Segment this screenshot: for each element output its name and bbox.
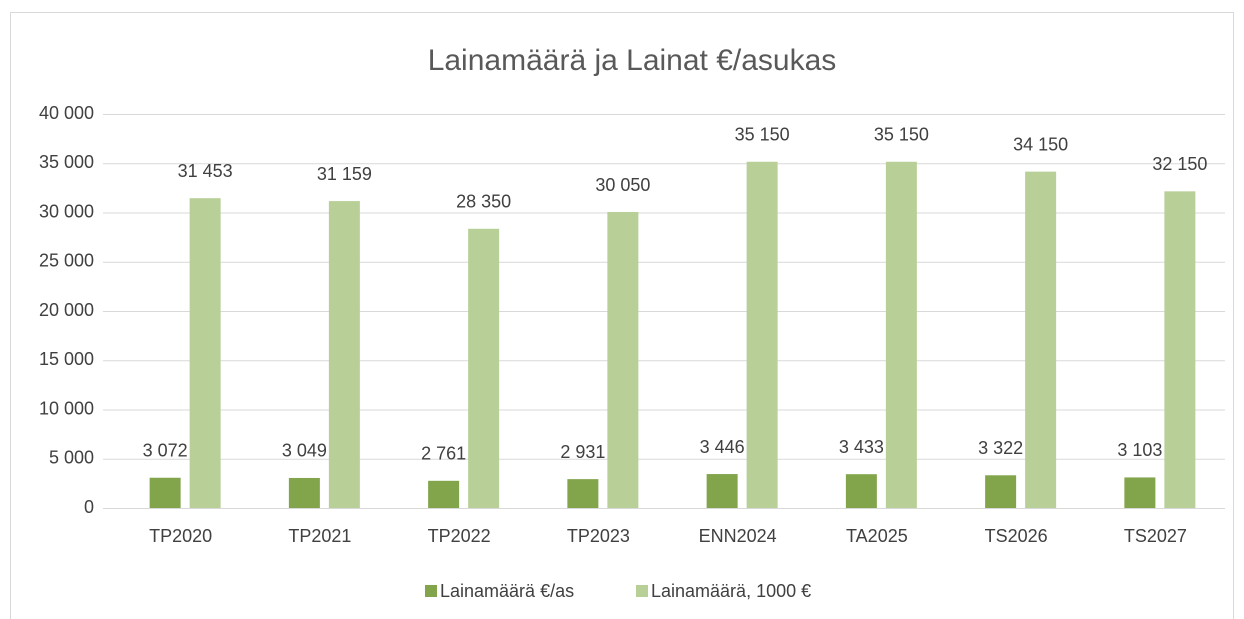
y-tick-label: 40 000 xyxy=(39,103,94,123)
bar xyxy=(746,161,778,508)
chart-title: Lainamäärä ja Lainat €/asukas xyxy=(428,44,837,77)
data-label: 3 072 xyxy=(143,440,188,460)
bar xyxy=(328,201,360,508)
x-tick-label: ENN2024 xyxy=(699,526,777,546)
bar xyxy=(189,198,221,509)
x-tick-label: TS2026 xyxy=(985,526,1048,546)
x-tick-label: TP2023 xyxy=(567,526,630,546)
legend-label: Lainamäärä €/as xyxy=(440,581,574,601)
data-label: 31 159 xyxy=(317,164,372,184)
bar xyxy=(985,475,1017,508)
y-tick-label: 30 000 xyxy=(39,201,94,221)
bar xyxy=(1124,477,1156,508)
data-label: 2 931 xyxy=(560,442,605,462)
bar xyxy=(567,479,599,508)
legend-label: Lainamäärä, 1000 € xyxy=(651,581,811,601)
y-tick-label: 5 000 xyxy=(49,448,94,468)
bar xyxy=(288,477,320,508)
y-tick-label: 10 000 xyxy=(39,398,94,418)
bar xyxy=(428,480,460,508)
x-tick-label: TP2022 xyxy=(428,526,491,546)
bar xyxy=(1025,171,1057,508)
bar xyxy=(1164,191,1196,508)
bar xyxy=(149,477,181,508)
data-label: 3 049 xyxy=(282,441,327,461)
bar xyxy=(706,474,738,508)
y-tick-label: 0 xyxy=(84,497,94,517)
data-label: 31 453 xyxy=(178,161,233,181)
x-tick-label: TP2020 xyxy=(149,526,212,546)
bar xyxy=(845,474,877,508)
data-label: 2 761 xyxy=(421,444,466,464)
y-tick-label: 25 000 xyxy=(39,251,94,271)
y-tick-label: 35 000 xyxy=(39,152,94,172)
x-tick-label: TP2021 xyxy=(288,526,351,546)
x-tick-label: TA2025 xyxy=(846,526,908,546)
y-tick-label: 15 000 xyxy=(39,349,94,369)
data-label: 34 150 xyxy=(1013,134,1068,154)
bar xyxy=(885,161,917,508)
bar xyxy=(468,228,500,508)
data-label: 35 150 xyxy=(735,125,790,145)
legend-swatch xyxy=(425,585,437,597)
data-label: 3 446 xyxy=(700,437,745,457)
x-tick-label: TS2027 xyxy=(1124,526,1187,546)
data-label: 3 322 xyxy=(978,438,1023,458)
data-label: 3 103 xyxy=(1117,440,1162,460)
y-tick-label: 20 000 xyxy=(39,300,94,320)
data-label: 30 050 xyxy=(595,175,650,195)
data-label: 28 350 xyxy=(456,192,511,212)
data-label: 32 150 xyxy=(1152,154,1207,174)
data-label: 35 150 xyxy=(874,125,929,145)
bar xyxy=(607,212,639,508)
data-label: 3 433 xyxy=(839,437,884,457)
legend-swatch xyxy=(636,585,648,597)
